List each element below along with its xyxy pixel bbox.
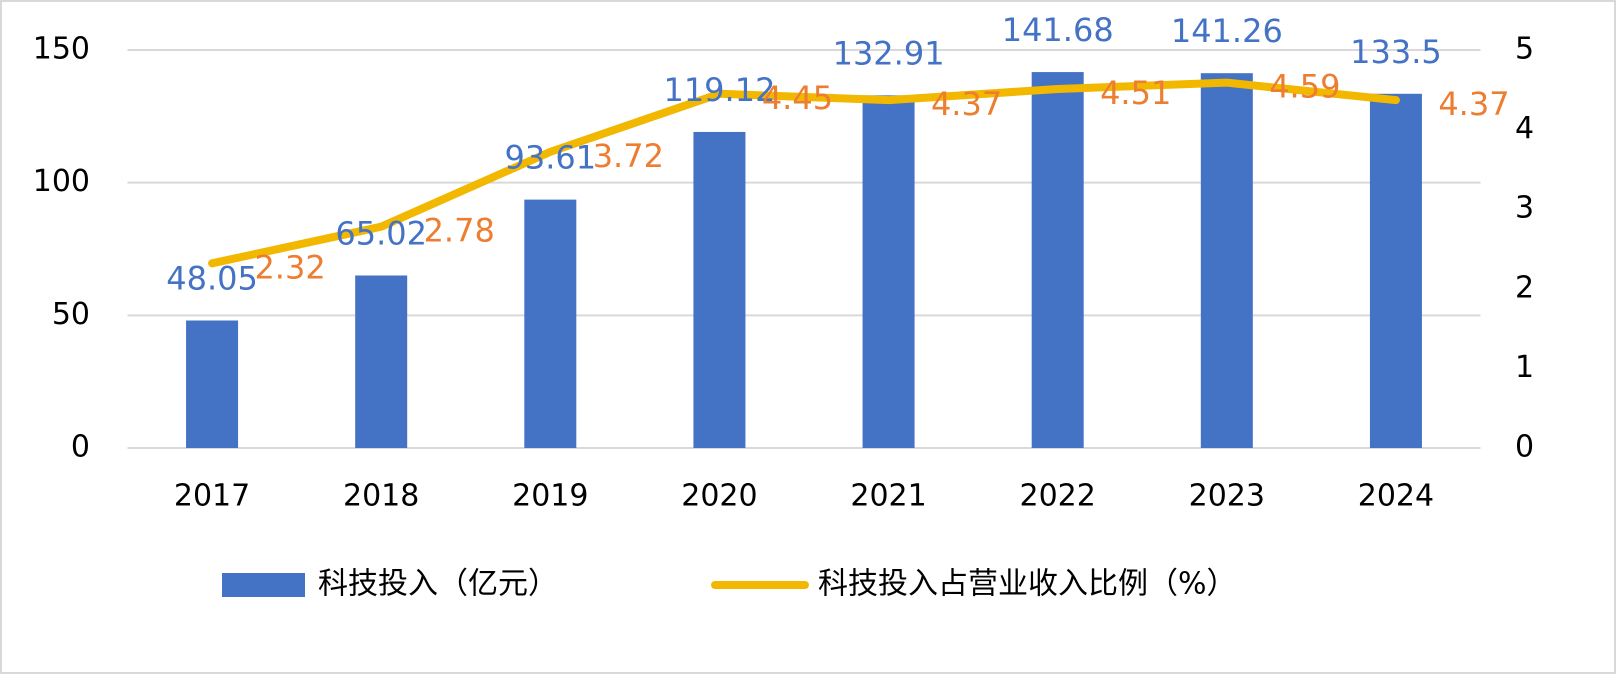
- x-tick-label: 2021: [850, 479, 926, 514]
- y-tick-label: 100: [33, 164, 90, 199]
- x-tick-label: 2018: [343, 479, 419, 514]
- y2-tick-label: 0: [1515, 430, 1534, 465]
- x-tick-label: 2020: [681, 479, 757, 514]
- legend-label: 科技投入占营业收入比例（%）: [818, 567, 1237, 602]
- value-label: 93.61: [505, 139, 597, 177]
- value-label: 2.78: [424, 212, 495, 250]
- x-tick-label: 2017: [174, 479, 250, 514]
- legend-swatch: [222, 573, 305, 597]
- value-label: 119.12: [663, 71, 775, 109]
- bar: [862, 95, 915, 449]
- value-label: 2.32: [254, 248, 325, 286]
- y2-tick-label: 5: [1515, 32, 1534, 67]
- value-label: 65.02: [335, 214, 427, 252]
- bar: [1200, 73, 1253, 449]
- value-label: 48.05: [166, 260, 258, 298]
- bar: [1031, 72, 1084, 448]
- x-tick-label: 2023: [1189, 479, 1265, 514]
- legend-label: 科技投入（亿元）: [318, 567, 558, 602]
- value-label: 4.37: [1438, 85, 1509, 123]
- y-tick-label: 0: [71, 430, 90, 465]
- bar: [355, 275, 408, 448]
- value-label: 3.72: [593, 137, 664, 175]
- y2-tick-label: 4: [1515, 111, 1534, 146]
- y-tick-label: 50: [52, 297, 90, 332]
- bar: [1369, 93, 1422, 448]
- bar: [524, 199, 577, 448]
- x-tick-label: 2022: [1020, 479, 1096, 514]
- x-tick-label: 2024: [1358, 479, 1434, 514]
- value-label: 4.51: [1100, 74, 1171, 112]
- bar: [693, 131, 746, 448]
- value-label: 4.59: [1269, 68, 1340, 106]
- value-label: 141.68: [1002, 11, 1114, 49]
- y2-tick-label: 2: [1515, 270, 1534, 305]
- line: [208, 78, 1400, 268]
- value-label: 4.37: [931, 85, 1002, 123]
- y2-tick-label: 3: [1515, 191, 1534, 226]
- y-tick-label: 150: [33, 32, 90, 67]
- value-label: 4.45: [762, 79, 833, 117]
- value-label: 133.5: [1350, 33, 1442, 71]
- x-tick-label: 2019: [512, 479, 588, 514]
- y2-tick-label: 1: [1515, 350, 1534, 385]
- value-label: 132.91: [833, 34, 945, 72]
- value-label: 141.26: [1171, 12, 1283, 50]
- bar: [186, 320, 239, 448]
